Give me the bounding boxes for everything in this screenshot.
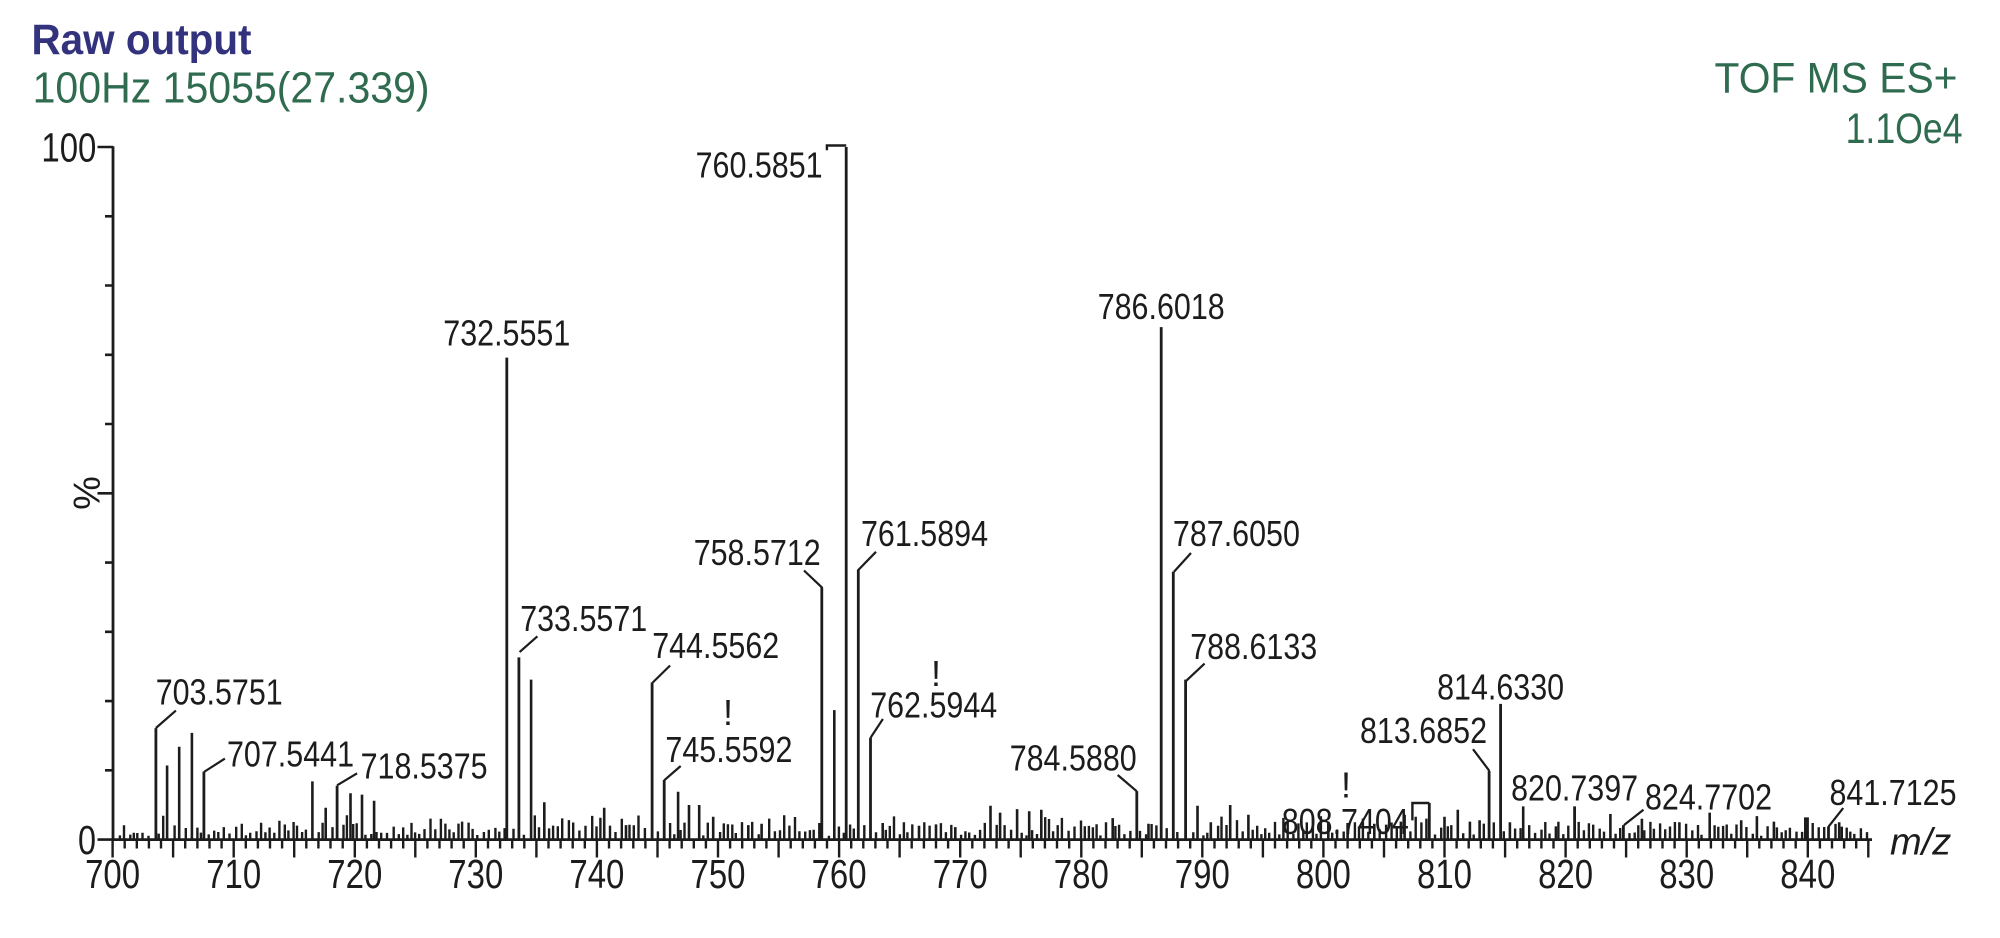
svg-text:745.5592: 745.5592 — [665, 729, 792, 770]
svg-text:1.1Oe4: 1.1Oe4 — [1846, 105, 1963, 153]
svg-text:760.5851: 760.5851 — [696, 144, 823, 185]
svg-text:TOF MS ES+: TOF MS ES+ — [1715, 55, 1958, 103]
svg-text:786.6018: 786.6018 — [1098, 286, 1225, 327]
svg-text:733.5571: 733.5571 — [520, 598, 647, 639]
svg-text:784.5880: 784.5880 — [1010, 738, 1137, 779]
svg-text:720: 720 — [327, 851, 382, 897]
svg-text:m/z: m/z — [1890, 822, 1951, 864]
svg-text:761.5894: 761.5894 — [861, 513, 988, 554]
svg-text:814.6330: 814.6330 — [1437, 667, 1564, 708]
svg-text:810: 810 — [1417, 851, 1472, 897]
svg-text:!: ! — [1341, 765, 1351, 806]
svg-text:740: 740 — [569, 851, 624, 897]
svg-text:780: 780 — [1054, 851, 1109, 897]
svg-text:808.7404: 808.7404 — [1282, 801, 1409, 842]
svg-text:100Hz 15055(27.339): 100Hz 15055(27.339) — [33, 64, 430, 113]
svg-text:718.5375: 718.5375 — [361, 746, 488, 787]
svg-text:730: 730 — [448, 851, 503, 897]
svg-text:750: 750 — [691, 851, 746, 897]
svg-text:758.5712: 758.5712 — [694, 532, 821, 573]
svg-text:813.6852: 813.6852 — [1360, 710, 1487, 751]
svg-text:Raw output: Raw output — [32, 16, 252, 64]
svg-text:800: 800 — [1296, 851, 1351, 897]
svg-text:830: 830 — [1659, 851, 1714, 897]
svg-text:820: 820 — [1538, 851, 1593, 897]
svg-text:700: 700 — [85, 851, 140, 897]
svg-text:%: % — [67, 476, 109, 510]
svg-text:100: 100 — [41, 125, 96, 171]
svg-text:770: 770 — [933, 851, 988, 897]
svg-text:0: 0 — [78, 817, 96, 863]
svg-text:!: ! — [931, 653, 941, 694]
svg-text:732.5551: 732.5551 — [443, 313, 570, 354]
svg-text:841.7125: 841.7125 — [1830, 772, 1957, 813]
svg-text:!: ! — [723, 692, 733, 733]
svg-text:820.7397: 820.7397 — [1511, 767, 1638, 808]
svg-text:788.6133: 788.6133 — [1190, 626, 1317, 667]
svg-text:703.5751: 703.5751 — [156, 672, 283, 713]
svg-text:790: 790 — [1175, 851, 1230, 897]
svg-text:787.6050: 787.6050 — [1173, 513, 1300, 554]
svg-text:707.5441: 707.5441 — [227, 734, 354, 775]
svg-text:762.5944: 762.5944 — [870, 685, 997, 726]
svg-text:744.5562: 744.5562 — [652, 625, 779, 666]
svg-text:760: 760 — [812, 851, 867, 897]
svg-text:710: 710 — [206, 851, 261, 897]
svg-text:840: 840 — [1780, 851, 1835, 897]
svg-text:824.7702: 824.7702 — [1645, 777, 1772, 818]
